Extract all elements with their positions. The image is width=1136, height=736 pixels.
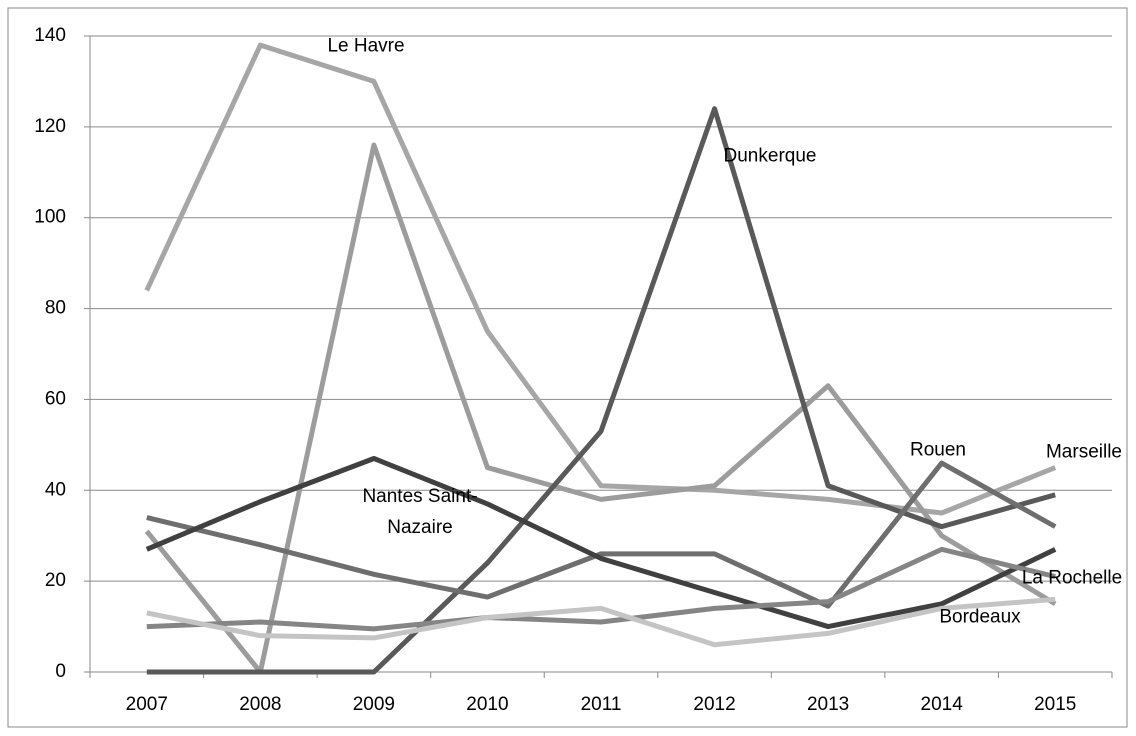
x-tick-label: 2012 [693, 694, 735, 715]
series-line [144, 142, 1057, 675]
series-label: Marseille [1045, 441, 1123, 463]
x-tick-label: 2010 [466, 694, 508, 715]
series-line [146, 460, 1057, 609]
x-tick-label: 2007 [126, 694, 168, 715]
y-tick-label: 80 [45, 298, 66, 319]
y-tick-label: 40 [45, 479, 66, 500]
x-tick-label: 2013 [807, 694, 849, 715]
series-label: Nantes Saint-Nazaire [362, 486, 478, 538]
y-tick-label: 140 [34, 25, 66, 46]
y-tick-label: 100 [34, 207, 66, 228]
y-tick-label: 0 [55, 661, 66, 682]
x-tick-label: 2014 [921, 694, 964, 715]
series-line [146, 596, 1056, 648]
series-line [145, 455, 1057, 630]
series-label: Dunkerque [723, 145, 817, 167]
y-tick-label: 20 [45, 570, 66, 591]
x-tick-label: 2015 [1034, 694, 1076, 715]
x-tick-label: 2009 [353, 694, 395, 715]
series-line [146, 546, 1056, 632]
series-label: Rouen [910, 439, 966, 461]
y-tick-label: 60 [45, 388, 66, 409]
series-label: Bordeaux [939, 606, 1021, 628]
series-label: La Rochelle [1021, 567, 1123, 589]
series-label: Le Havre [327, 35, 405, 57]
x-tick-label: 2011 [581, 694, 622, 715]
y-tick-label: 120 [34, 116, 66, 137]
x-tick-label: 2008 [239, 694, 281, 715]
